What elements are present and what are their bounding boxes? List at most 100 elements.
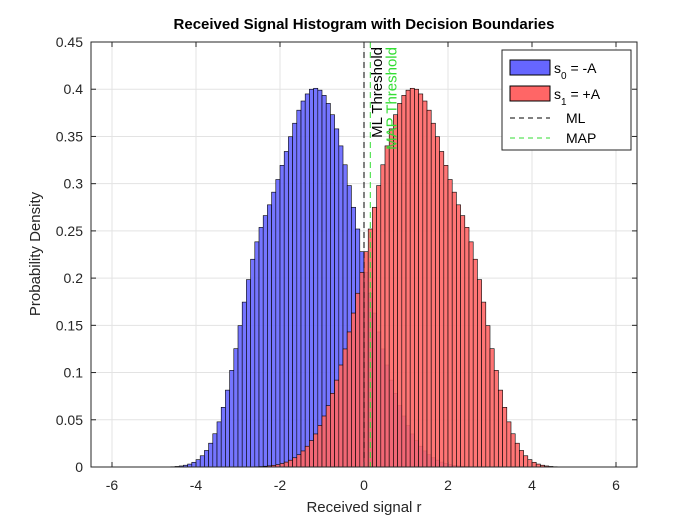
histogram-bar-s0 [237,325,243,468]
histogram-bar-s1 [405,89,411,468]
histogram-bar-s0 [220,407,226,468]
histogram-bar-s1 [296,454,302,468]
legend: s0 = -A s1 = +A ML MAP [501,49,632,151]
legend-swatch-s0 [509,59,551,76]
histogram-bar-s1 [451,191,457,468]
histogram-bar-s0 [204,450,209,468]
legend-label-s0: s0 = -A [554,60,597,82]
histogram-bar-s0 [229,370,235,468]
y-tick-label: 0.15 [56,317,83,333]
legend-swatch-s1 [509,85,551,102]
histogram-bar-s1 [502,407,508,468]
histogram-bar-s0 [321,95,327,468]
histogram-bar-s1 [338,364,344,468]
histogram-bar-s0 [317,89,323,468]
histogram-bar-s0 [292,122,298,468]
y-tick-label: 0.3 [64,176,84,192]
y-tick-label: 0.4 [64,81,84,97]
histogram-bar-s1 [510,433,516,468]
histogram-bar-s1 [489,348,495,468]
x-tick-label: 6 [612,477,620,493]
x-tick-label: -6 [106,477,119,493]
histogram-bar-s1 [464,227,470,468]
histogram-bar-s1 [439,151,445,468]
y-tick-label: 0.35 [56,128,83,144]
histogram-bar-s1 [330,393,335,468]
histogram-bar-s0 [309,88,314,468]
histogram-bar-s0 [267,204,272,468]
histogram-bar-s1 [317,425,323,468]
y-axis-label: Probability Density [27,191,44,316]
histogram-bar-s1 [435,136,440,468]
y-tick-label: 0.25 [56,223,83,239]
histogram-bar-s0 [195,459,201,468]
histogram-bar-s0 [216,421,222,468]
histogram-bar-s0 [283,151,289,468]
x-tick-label: 0 [360,477,368,493]
histogram-bar-s1 [519,450,524,468]
histogram-bar-s1 [292,457,298,468]
histogram-bar-s1 [313,433,319,468]
histogram-bar-s1 [342,348,348,468]
histogram-bar-s1 [346,331,352,468]
histogram-bar-s1 [388,128,394,468]
histogram-bar-s1 [472,258,478,468]
histogram-bar-s0 [258,227,264,468]
legend-label-map: MAP [566,130,596,146]
histogram-bar-s1 [514,442,520,468]
histogram-bar-s1 [523,455,529,468]
histogram-bar-s1 [447,179,453,468]
histogram-bar-s1 [393,114,398,468]
histogram-bar-s1 [443,165,449,468]
histogram-bar-s1 [527,459,533,468]
histogram-bar-s0 [275,179,281,468]
histogram-bar-s0 [279,165,285,468]
histogram-bar-s0 [296,109,302,468]
y-tick-label: 0.2 [64,270,84,286]
histogram-bar-s1 [283,461,289,468]
histogram-bar-s0 [191,461,197,468]
histogram-bar-s0 [313,87,319,468]
axis-ticks: -6 -4 -2 0 2 4 6 0 0.05 0.1 0.15 0.2 0.25 0.3 0.35 0.4 0… [56,34,637,493]
histogram-bar-s1 [506,421,512,468]
histogram-bar-s1 [481,301,487,468]
histogram-bar-s1 [498,389,503,468]
histogram-bar-s1 [477,279,482,468]
histogram-bar-s1 [422,100,428,468]
map-threshold-label: MAP Threshold [383,47,400,150]
histogram-bar-s1 [363,251,369,468]
legend-label-s1: s1 = +A [554,86,601,108]
histogram-bar-s0 [225,389,230,468]
x-axis-label: Received signal r [306,499,421,516]
histogram-bar-s1 [414,88,419,468]
histogram-bar-s0 [208,442,214,468]
histogram-bar-s1 [309,440,314,468]
x-tick-label: -2 [274,477,287,493]
histogram-bar-s0 [271,191,277,468]
y-tick-label: 0.45 [56,34,83,50]
histogram-bar-s1 [456,204,461,468]
histogram-bar-s1 [430,122,436,468]
x-tick-label: 2 [444,477,452,493]
histogram-bar-s1 [355,292,361,468]
histogram-bar-s1 [279,463,285,468]
histogram-bar-s0 [304,93,310,468]
histogram-bar-s1 [380,164,386,468]
histogram-bar-s0 [212,433,218,468]
histogram-bar-s1 [372,206,377,468]
y-tick-label: 0 [75,459,83,475]
ml-threshold-label: ML Threshold [369,47,386,138]
histogram-bar-s1 [288,459,293,468]
y-tick-label: 0.1 [64,365,84,381]
histogram-bar-s0 [288,136,293,468]
histogram-bar-s1 [493,370,499,468]
histogram-bar-s1 [351,312,356,468]
histogram-bar-s0 [233,348,239,468]
histogram-bar-s1 [334,379,340,468]
histogram-bar-s1 [384,145,390,468]
histogram-bar-s1 [531,461,537,468]
histogram-bar-s1 [485,325,491,468]
legend-label-ml: ML [566,110,586,126]
